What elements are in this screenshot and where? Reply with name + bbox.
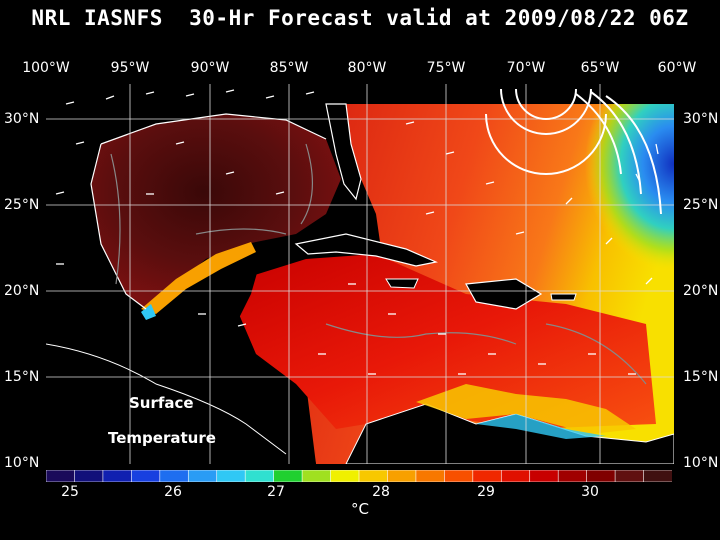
colorbar-swatch <box>472 470 503 482</box>
upwelling-spot <box>141 304 156 320</box>
lat-label-10n-right: 10°N <box>683 455 719 471</box>
colorbar-swatch <box>500 470 531 482</box>
graticule <box>46 84 674 464</box>
colorbar-swatch <box>557 470 588 482</box>
lon-label-100w: 100°W <box>22 60 70 76</box>
colorbar-label-27: 27 <box>267 484 285 500</box>
lat-label-30n-left: 30°N <box>4 111 40 127</box>
colorbar-unit: °C <box>351 500 369 518</box>
lat-label-20n-right: 20°N <box>683 283 719 299</box>
lon-label-95w: 95°W <box>110 60 150 76</box>
colorbar-swatch <box>444 470 474 482</box>
colorbar-label-26: 26 <box>164 484 182 500</box>
colorbar-swatch <box>159 470 190 482</box>
lat-label-15n-right: 15°N <box>683 369 719 385</box>
hurricane-wind-rings <box>485 88 662 215</box>
colorbar-swatch <box>187 470 218 482</box>
florida-land <box>325 103 362 201</box>
colorbar-swatch <box>216 470 246 482</box>
coastal-cool-band <box>476 414 606 439</box>
overlay-label-surface: Surface <box>129 394 194 412</box>
map-title: NRL IASNFS 30-Hr Forecast valid at 2009/… <box>31 6 689 30</box>
lon-label-90w: 90°W <box>190 60 230 76</box>
wind-vectors <box>55 89 659 375</box>
hispaniola-land <box>465 278 543 310</box>
lon-label-60w: 60°W <box>657 60 697 76</box>
colorbar-swatch <box>46 470 76 482</box>
colorbar-label-28: 28 <box>372 484 390 500</box>
overlay-label-temperature: Temperature <box>108 429 216 447</box>
caribbean-sea <box>226 254 656 429</box>
colorbar-swatch <box>643 470 672 482</box>
lat-label-30n-right: 30°N <box>683 111 719 127</box>
jamaica-land <box>385 278 419 289</box>
yucatan-shelf-warm <box>141 242 256 314</box>
colorbar-swatch <box>131 470 161 482</box>
us-gulf-coastline <box>100 113 327 145</box>
lon-label-75w: 75°W <box>426 60 466 76</box>
lat-label-20n-left: 20°N <box>4 283 40 299</box>
lat-label-25n-right: 25°N <box>683 197 719 213</box>
gulf-of-mexico <box>91 114 341 309</box>
colorbar-label-25: 25 <box>61 484 79 500</box>
colorbar-swatch <box>614 470 645 482</box>
colorbar-label-30: 30 <box>581 484 599 500</box>
colorbar-swatch <box>358 470 389 482</box>
colorbar-swatch <box>415 470 446 482</box>
colorbar-label-29: 29 <box>477 484 495 500</box>
lon-label-65w: 65°W <box>580 60 620 76</box>
colorbar-swatch <box>74 470 104 482</box>
lon-label-80w: 80°W <box>347 60 387 76</box>
lat-label-25n-left: 25°N <box>4 197 40 213</box>
colorbar-swatch <box>387 470 417 482</box>
puerto-rico-land <box>550 293 577 301</box>
lon-label-70w: 70°W <box>506 60 546 76</box>
mexico-coastline <box>90 143 147 310</box>
country-border <box>46 343 287 455</box>
colorbar-swatch <box>529 470 559 482</box>
lat-label-15n-left: 15°N <box>4 369 40 385</box>
colorbar-swatch <box>586 470 616 482</box>
colorbar-swatch <box>330 470 360 482</box>
isobath-contours <box>110 143 647 385</box>
central-america-land <box>46 244 316 464</box>
cuba-land <box>294 233 438 267</box>
sst-map <box>46 84 674 464</box>
lon-label-85w: 85°W <box>269 60 309 76</box>
colorbar-swatch <box>244 470 275 482</box>
lat-label-10n-left: 10°N <box>4 455 40 471</box>
colorbar <box>46 470 672 482</box>
colorbar-swatch <box>301 470 332 482</box>
colorbar-swatch <box>102 470 133 482</box>
colorbar-swatch <box>273 470 303 482</box>
